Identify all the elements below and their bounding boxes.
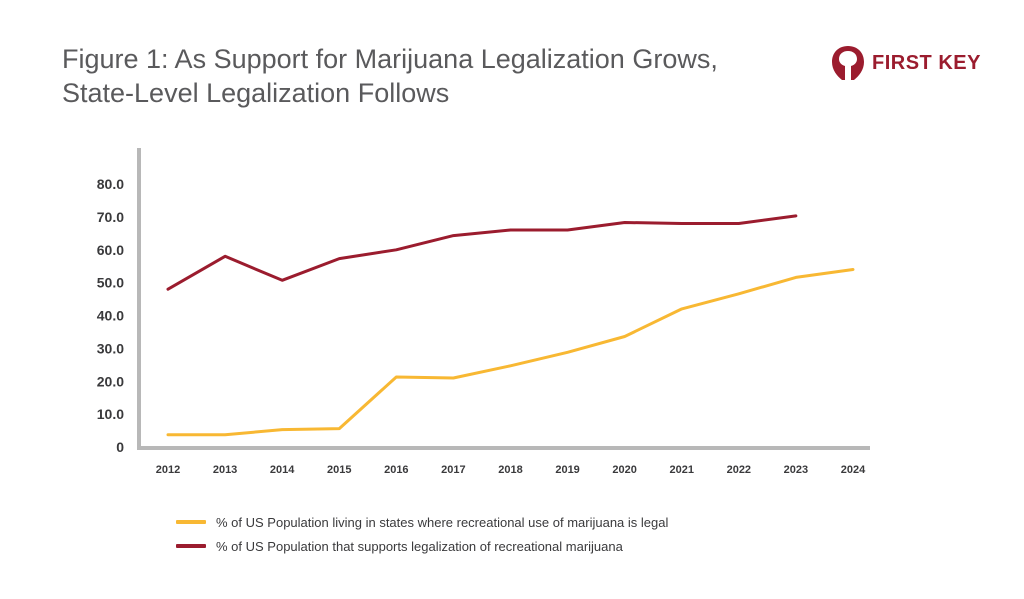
x-tick-label: 2012 (156, 464, 180, 476)
series-line-support (166, 214, 798, 291)
y-tick-label: 0 (116, 439, 124, 455)
y-tick-label: 30.0 (97, 340, 124, 356)
x-axis-tick-labels: 2012 2013 2014 2015 2016 2017 2018 2019 2020 2021… (156, 464, 866, 476)
legend-label-legal: % of US Population living in states wher… (216, 514, 669, 530)
x-tick-label: 2013 (213, 464, 237, 476)
series-lines (166, 214, 855, 437)
x-tick-label: 2021 (670, 464, 694, 476)
legend-label-support: % of US Population that supports legaliz… (216, 538, 623, 554)
first-key-emblem-icon (832, 46, 864, 80)
x-tick-label: 2020 (612, 464, 636, 476)
legend: % of US Population living in states wher… (176, 510, 668, 558)
y-tick-label: 10.0 (97, 406, 124, 422)
x-tick-label: 2024 (841, 464, 866, 476)
y-tick-label: 70.0 (97, 209, 124, 225)
x-tick-label: 2015 (327, 464, 351, 476)
legend-swatch-legal (176, 520, 206, 524)
chart-title-line-1: Figure 1: As Support for Marijuana Legal… (62, 44, 718, 74)
chart-title-line-2: State-Level Legalization Follows (62, 78, 450, 108)
chart-title: Figure 1: As Support for Marijuana Legal… (62, 42, 718, 110)
x-tick-label: 2017 (441, 464, 465, 476)
legend-item-legal: % of US Population living in states wher… (176, 510, 668, 534)
y-tick-label: 40.0 (97, 308, 124, 324)
y-tick-label: 20.0 (97, 373, 124, 389)
y-tick-label: 60.0 (97, 242, 124, 258)
series-line-legal (166, 268, 855, 437)
x-tick-label: 2016 (384, 464, 408, 476)
x-tick-label: 2023 (784, 464, 808, 476)
y-axis-tick-labels: 0 10.0 20.0 30.0 40.0 50.0 60.0 70.0 80.0 (97, 176, 124, 455)
y-tick-label: 80.0 (97, 176, 124, 192)
logo-text: FIRST KEY (872, 51, 981, 74)
legend-swatch-support (176, 544, 206, 548)
legend-item-support: % of US Population that supports legaliz… (176, 534, 668, 558)
x-tick-label: 2014 (270, 464, 295, 476)
first-key-logo: FIRST KEY (830, 44, 981, 82)
x-tick-label: 2018 (498, 464, 522, 476)
y-tick-label: 50.0 (97, 275, 124, 291)
x-tick-label: 2022 (727, 464, 751, 476)
x-tick-label: 2019 (555, 464, 579, 476)
